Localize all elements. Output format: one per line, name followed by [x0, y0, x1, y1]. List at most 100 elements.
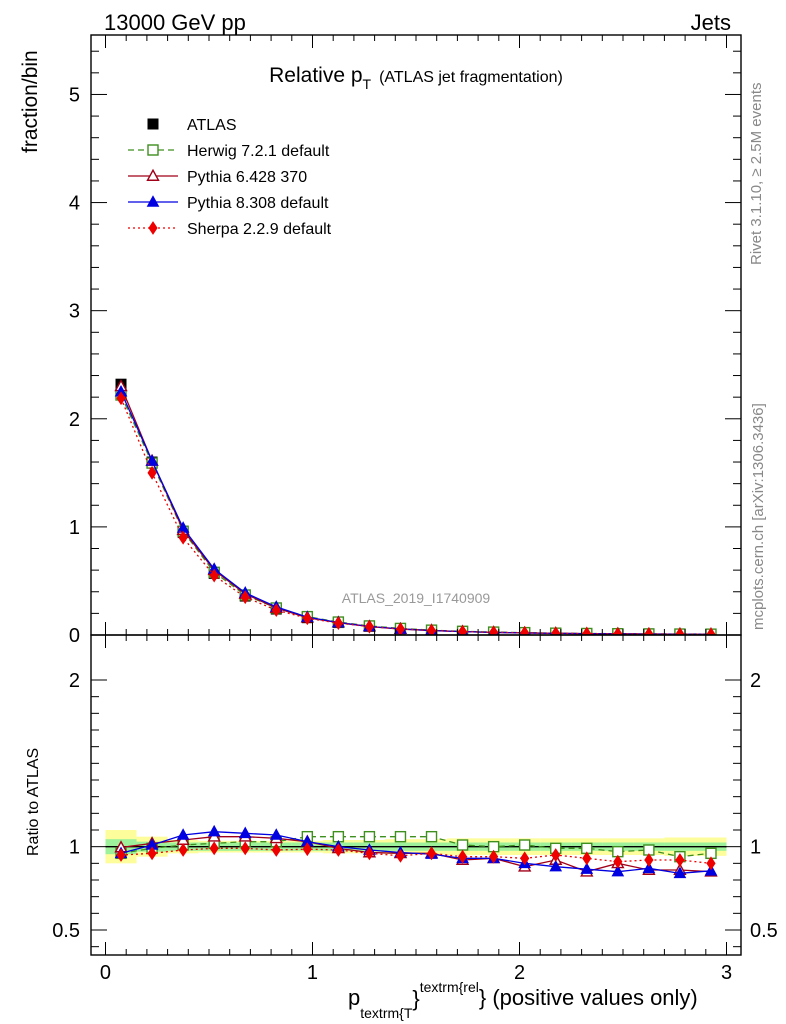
legend-item-herwig-7-2-1-default: Herwig 7.2.1 default	[128, 143, 330, 160]
ratio-point-pythia-8-308-default	[549, 859, 563, 872]
x-tick-label: 3	[721, 962, 732, 984]
ratio-point-herwig-7-2-1-default	[425, 830, 438, 843]
ratio-y-tick-label: 2	[69, 670, 80, 692]
ratio-point-sherpa-2-2-9-default	[147, 846, 157, 861]
ratio-point-pythia-8-308-default	[611, 864, 625, 877]
y-tick-label: 3	[69, 301, 80, 323]
legend-label: Pythia 8.308 default	[187, 195, 329, 212]
ratio-point-pythia-8-308-default	[176, 828, 190, 840]
legend-label: Sherpa 2.2.9 default	[187, 221, 332, 238]
x-axis-label: ptextrm{T}textrm{rel} (positive values o…	[348, 979, 698, 1021]
legend-marker	[148, 221, 158, 235]
main-point-sherpa-2-2-9-default	[520, 625, 530, 635]
legend-label: Pythia 6.428 370	[187, 169, 307, 186]
y-tick-label: 2	[69, 409, 80, 431]
main-point-sherpa-2-2-9-default	[302, 611, 312, 626]
ratio-point-sherpa-2-2-9-default	[271, 843, 281, 857]
ratio-y-tick-label-right: 0.5	[750, 920, 778, 942]
ratio-point-pythia-8-308-default	[238, 826, 252, 839]
ratio-point-sherpa-2-2-9-default	[489, 849, 499, 864]
ratio-point-sherpa-2-2-9-default	[551, 848, 561, 862]
y-axis-label: fraction/bin	[19, 50, 42, 153]
ratio-point-pythia-8-308-default	[673, 866, 687, 879]
x-axis-label-sub: textrm{T	[360, 1005, 413, 1021]
x-axis-label-suffix: (positive values only)	[486, 985, 698, 1010]
ratio-point-sherpa-2-2-9-default	[116, 848, 126, 862]
x-axis-label-brace2: }	[479, 985, 486, 1010]
ratio-y-tick-label-right: 2	[750, 670, 761, 692]
main-point-sherpa-2-2-9-default	[489, 625, 499, 635]
ratio-point-herwig-7-2-1-default	[394, 830, 407, 843]
ratio-point-sherpa-2-2-9-default	[582, 851, 592, 866]
ratio-point-sherpa-2-2-9-default	[457, 849, 468, 864]
x-tick-label: 0	[100, 962, 111, 984]
main-point-sherpa-2-2-9-default	[178, 530, 188, 545]
ratio-point-pythia-8-308-default	[580, 862, 594, 874]
legend-item-atlas: ATLAS	[147, 117, 237, 134]
legend-marker	[146, 168, 160, 181]
ratio-point-sherpa-2-2-9-default	[644, 853, 654, 867]
chart-title-extra: (ATLAS jet fragmentation)	[379, 69, 563, 86]
ratio-point-pythia-8-308-default	[642, 861, 656, 874]
main-point-sherpa-2-2-9-default	[116, 391, 126, 406]
main-point-sherpa-2-2-9-default	[240, 590, 250, 605]
main-point-sherpa-2-2-9-default	[209, 568, 219, 583]
ratio-y-tick-label: 0.5	[52, 920, 80, 942]
legend-label: Herwig 7.2.1 default	[187, 143, 330, 160]
main-point-sherpa-2-2-9-default	[333, 616, 343, 631]
main-point-sherpa-2-2-9-default	[675, 627, 685, 635]
y-tick-label: 4	[69, 193, 80, 215]
ratio-y-tick-label-right: 1	[750, 837, 761, 859]
ratio-point-sherpa-2-2-9-default	[302, 842, 312, 857]
ratio-point-sherpa-2-2-9-default	[395, 848, 406, 863]
ratio-line-sherpa-2-2-9-default	[120, 847, 712, 864]
header-right: Jets	[691, 10, 731, 35]
legend-item-sherpa-2-2-9-default: Sherpa 2.2.9 default	[128, 221, 332, 238]
main-point-sherpa-2-2-9-default	[364, 619, 375, 634]
chart-title-main: Relative p	[269, 64, 362, 87]
ratio-point-herwig-7-2-1-default	[363, 830, 376, 843]
main-point-sherpa-2-2-9-default	[457, 624, 468, 635]
ratio-point-herwig-7-2-1-default	[456, 839, 469, 851]
ratio-y-axis-label: Ratio to ATLAS	[25, 748, 42, 856]
ratio-line-pythia-8-308-default	[120, 831, 712, 874]
mcplots-label: mcplots.cern.ch [arXiv:1306.3436]	[750, 403, 767, 630]
legend-label: ATLAS	[187, 117, 237, 134]
main-point-sherpa-2-2-9-default	[551, 626, 561, 635]
x-tick-label: 1	[307, 962, 318, 984]
main-point-sherpa-2-2-9-default	[147, 465, 157, 480]
x-tick-label: 2	[514, 962, 525, 984]
ratio-point-sherpa-2-2-9-default	[333, 843, 343, 857]
legend-item-pythia-6-428-370: Pythia 6.428 370	[128, 168, 307, 186]
ratio-point-sherpa-2-2-9-default	[675, 853, 685, 867]
ratio-point-sherpa-2-2-9-default	[209, 841, 219, 856]
ratio-point-sherpa-2-2-9-default	[426, 846, 437, 861]
y-tick-label: 5	[69, 84, 80, 106]
ratio-point-pythia-8-308-default	[269, 828, 283, 840]
ratio-point-sherpa-2-2-9-default	[178, 843, 188, 857]
y-tick-label: 1	[69, 517, 80, 539]
chart-title-sub: T	[363, 76, 372, 92]
header-left: 13000 GeV pp	[104, 10, 246, 35]
legend-marker	[147, 144, 159, 156]
main-point-sherpa-2-2-9-default	[395, 622, 406, 635]
main-point-sherpa-2-2-9-default	[644, 627, 654, 635]
watermark: ATLAS_2019_I1740909	[342, 590, 491, 606]
x-axis-label-main: p	[348, 985, 360, 1010]
ratio-point-sherpa-2-2-9-default	[240, 841, 250, 856]
main-point-sherpa-2-2-9-default	[613, 626, 623, 635]
legend: ATLAS Herwig 7.2.1 default Pythia 6.428 37…	[128, 117, 332, 238]
y-tick-label: 0	[69, 625, 80, 647]
chart-title: Relative pT (ATLAS jet fragmentation)	[269, 64, 563, 92]
ratio-point-sherpa-2-2-9-default	[364, 846, 375, 861]
main-point-pythia-8-308-default	[145, 454, 159, 466]
ratio-point-herwig-7-2-1-default	[518, 839, 531, 851]
ratio-point-pythia-8-308-default	[207, 824, 221, 837]
main-line-sherpa-2-2-9-default	[120, 397, 711, 635]
x-axis-label-sup: textrm{rel	[420, 979, 479, 995]
main-point-sherpa-2-2-9-default	[706, 627, 716, 635]
main-point-sherpa-2-2-9-default	[271, 603, 281, 618]
ratio-frame	[90, 634, 742, 956]
ratio-point-sherpa-2-2-9-default	[520, 851, 530, 866]
ratio-y-tick-label: 1	[69, 837, 80, 859]
